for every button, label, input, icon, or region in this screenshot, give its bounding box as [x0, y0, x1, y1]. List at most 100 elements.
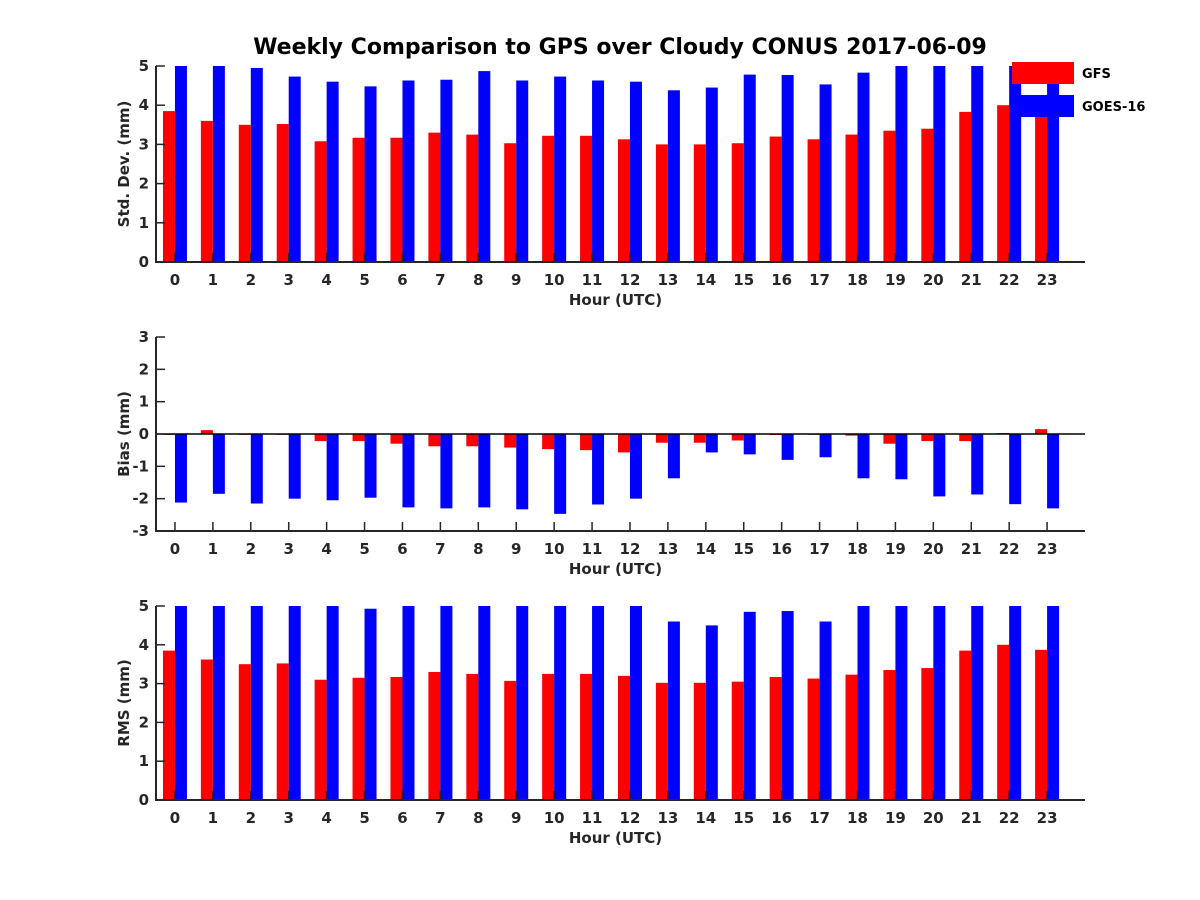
bar-goes16-hour-3 [288, 606, 301, 800]
bar-gfs-hour-17 [807, 678, 820, 800]
bar-goes16-hour-4 [326, 606, 339, 800]
x-tick-label-18: 18 [847, 271, 868, 289]
x-tick-label-12: 12 [620, 809, 641, 827]
bar-gfs-hour-7 [428, 434, 441, 447]
x-tick-label-13: 13 [657, 271, 678, 289]
bar-goes16-hour-14 [705, 87, 718, 262]
bar-goes16-hour-0 [174, 606, 187, 800]
bar-goes16-hour-20 [933, 434, 946, 497]
x-tick-label-0: 0 [170, 540, 180, 558]
bar-goes16-hour-21 [971, 606, 984, 800]
bar-gfs-hour-13 [655, 144, 668, 262]
bar-gfs-hour-15 [731, 143, 744, 262]
x-tick-label-15: 15 [733, 271, 754, 289]
bar-gfs-hour-16 [769, 136, 782, 262]
bar-gfs-hour-17 [807, 139, 820, 262]
x-tick-label-18: 18 [847, 809, 868, 827]
bar-goes16-hour-7 [440, 79, 453, 262]
bar-gfs-hour-5 [352, 677, 365, 800]
bar-gfs-hour-1 [200, 430, 213, 434]
x-tick-label-0: 0 [170, 271, 180, 289]
x-tick-label-21: 21 [961, 809, 982, 827]
bar-gfs-hour-1 [200, 120, 213, 262]
bar-gfs-hour-19 [883, 670, 896, 800]
bar-gfs-hour-14 [693, 144, 706, 262]
y-tick-label--1: -1 [132, 457, 149, 475]
x-tick-label-23: 23 [1037, 540, 1058, 558]
x-tick-label-23: 23 [1037, 271, 1058, 289]
bar-gfs-hour-16 [769, 677, 782, 800]
bar-goes16-hour-16 [781, 611, 794, 800]
bar-gfs-hour-8 [466, 134, 479, 262]
x-tick-label-14: 14 [695, 271, 716, 289]
bar-goes16-hour-10 [554, 606, 567, 800]
bar-goes16-hour-2 [250, 67, 263, 263]
x-tick-label-23: 23 [1037, 809, 1058, 827]
x-tick-label-15: 15 [733, 540, 754, 558]
bar-gfs-hour-4 [314, 679, 327, 800]
y-tick-label-5: 5 [139, 597, 149, 615]
bar-gfs-hour-8 [466, 434, 479, 447]
bar-goes16-hour-23 [1047, 77, 1060, 262]
x-tick-label-4: 4 [321, 540, 331, 558]
x-tick-label-19: 19 [885, 809, 906, 827]
bar-goes16-hour-1 [212, 606, 225, 800]
x-tick-label-8: 8 [473, 809, 483, 827]
x-tick-label-14: 14 [695, 809, 716, 827]
bar-goes16-hour-4 [326, 434, 339, 501]
x-tick-label-17: 17 [809, 809, 830, 827]
x-tick-label-16: 16 [771, 540, 792, 558]
x-tick-label-16: 16 [771, 271, 792, 289]
x-tick-label-3: 3 [283, 809, 293, 827]
y-axis-label: Bias (mm) [115, 391, 133, 477]
x-tick-label-11: 11 [582, 271, 603, 289]
y-tick-label--3: -3 [132, 522, 149, 540]
x-tick-label-10: 10 [544, 271, 565, 289]
bar-gfs-hour-13 [655, 434, 668, 443]
bar-gfs-hour-7 [428, 671, 441, 800]
bar-goes16-hour-8 [478, 606, 491, 800]
bar-gfs-hour-4 [314, 434, 327, 442]
x-tick-label-8: 8 [473, 540, 483, 558]
x-tick-label-13: 13 [657, 809, 678, 827]
x-tick-label-10: 10 [544, 809, 565, 827]
bar-goes16-hour-5 [364, 86, 377, 262]
bar-gfs-hour-9 [504, 434, 517, 448]
bar-gfs-hour-14 [693, 434, 706, 443]
x-tick-label-21: 21 [961, 540, 982, 558]
x-tick-label-22: 22 [999, 271, 1020, 289]
x-tick-label-6: 6 [397, 540, 407, 558]
bar-gfs-hour-6 [390, 137, 403, 262]
figure-title: Weekly Comparison to GPS over Cloudy CON… [253, 35, 987, 60]
bar-gfs-hour-13 [655, 682, 668, 800]
bar-goes16-hour-20 [933, 606, 946, 800]
bar-gfs-hour-15 [731, 434, 744, 441]
bar-goes16-hour-1 [212, 434, 225, 494]
bar-goes16-hour-15 [743, 434, 756, 455]
x-tick-label-4: 4 [321, 271, 331, 289]
legend-swatch-gfs [1012, 62, 1074, 84]
bar-goes16-hour-0 [174, 66, 187, 262]
bar-goes16-hour-18 [857, 72, 870, 262]
x-tick-label-10: 10 [544, 540, 565, 558]
bar-gfs-hour-20 [921, 128, 934, 262]
x-tick-label-2: 2 [246, 271, 256, 289]
x-tick-label-12: 12 [620, 540, 641, 558]
bar-gfs-hour-3 [276, 124, 289, 263]
x-axis-label: Hour (UTC) [569, 829, 662, 847]
y-tick-label-3: 3 [139, 135, 149, 153]
bar-gfs-hour-20 [921, 668, 934, 800]
y-tick-label-2: 2 [139, 175, 149, 193]
x-tick-label-9: 9 [511, 271, 521, 289]
bar-goes16-hour-13 [667, 621, 680, 800]
bar-goes16-hour-3 [288, 76, 301, 262]
bar-goes16-hour-23 [1047, 606, 1060, 800]
x-tick-label-5: 5 [359, 540, 369, 558]
bar-gfs-hour-0 [162, 111, 175, 262]
bar-gfs-hour-10 [542, 673, 555, 800]
x-tick-label-22: 22 [999, 809, 1020, 827]
x-tick-label-1: 1 [208, 271, 218, 289]
y-tick-label-4: 4 [139, 96, 149, 114]
